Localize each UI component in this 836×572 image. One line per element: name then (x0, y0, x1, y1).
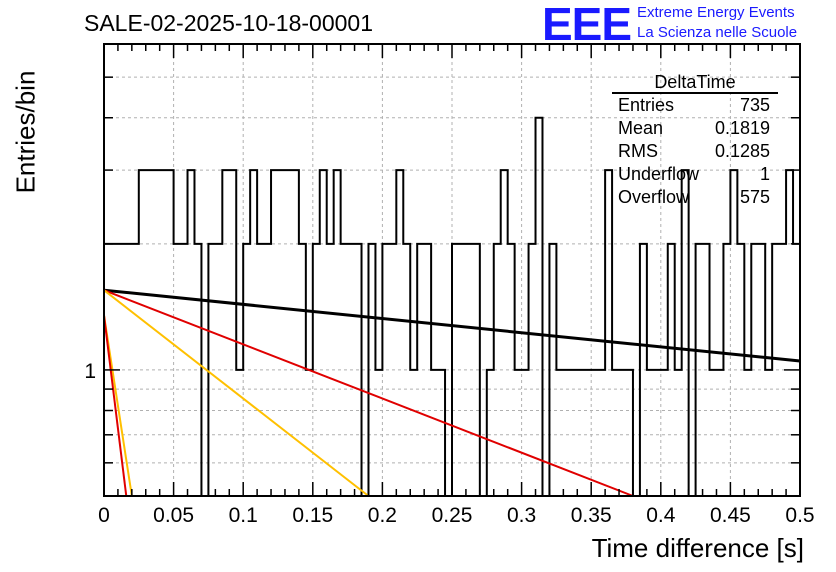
stats-label: Mean (618, 118, 664, 138)
x-tick-label: 0.45 (710, 504, 751, 527)
stats-value: 735 (739, 95, 770, 115)
y-tick-label: 1 (84, 360, 96, 383)
stats-row-entries: Entries 735 (612, 94, 778, 117)
logo-line-2: La Scienza nelle Scuole (637, 24, 798, 41)
x-tick-label: 0.25 (432, 504, 473, 527)
y-axis-label: Entries/bin (10, 70, 41, 194)
stats-label: RMS (618, 141, 658, 161)
logo-line-1: Extreme Energy Events (637, 4, 795, 21)
fit-red (103, 289, 634, 497)
stats-row-mean: Mean 0.1819 (612, 117, 778, 140)
x-tick-label: 0.2 (368, 504, 397, 527)
x-tick-label: 0.3 (507, 504, 536, 527)
stats-value: 0.1285 (714, 141, 770, 161)
stats-label: Underflow (618, 164, 700, 184)
stats-value: 575 (739, 187, 770, 207)
stats-row-rms: RMS 0.1285 (612, 140, 778, 163)
x-tick-label: 0.35 (571, 504, 612, 527)
chart-title: SALE-02-2025-10-18-00001 (84, 10, 373, 36)
x-axis-label: Time difference [s] (591, 533, 804, 563)
x-tick-label: 0.15 (292, 504, 333, 527)
y-axis-label-box: Entries/bin (6, 71, 46, 194)
fit-yellow (103, 289, 370, 497)
x-tick-label: 0 (98, 504, 110, 527)
stats-row-overflow: Overflow 575 (612, 186, 778, 209)
stats-label: Overflow (618, 187, 690, 207)
eee-logo-mark: EEE (542, 0, 632, 50)
stats-box: DeltaTime Entries 735 Mean 0.1819 RMS 0.… (612, 72, 778, 209)
x-tick-label: 0.05 (153, 504, 194, 527)
x-tick-label: 0.1 (229, 504, 258, 527)
stats-header: DeltaTime (612, 72, 778, 94)
stats-label: Entries (618, 95, 675, 115)
x-tick-label: 0.5 (785, 504, 814, 527)
fit-black (103, 288, 801, 363)
stats-value: 0.1819 (714, 118, 770, 138)
x-tick-label: 0.4 (646, 504, 676, 527)
stats-value: 1 (759, 164, 770, 184)
stats-row-underflow: Underflow 1 (612, 163, 778, 186)
fit-red-steep (103, 315, 128, 497)
